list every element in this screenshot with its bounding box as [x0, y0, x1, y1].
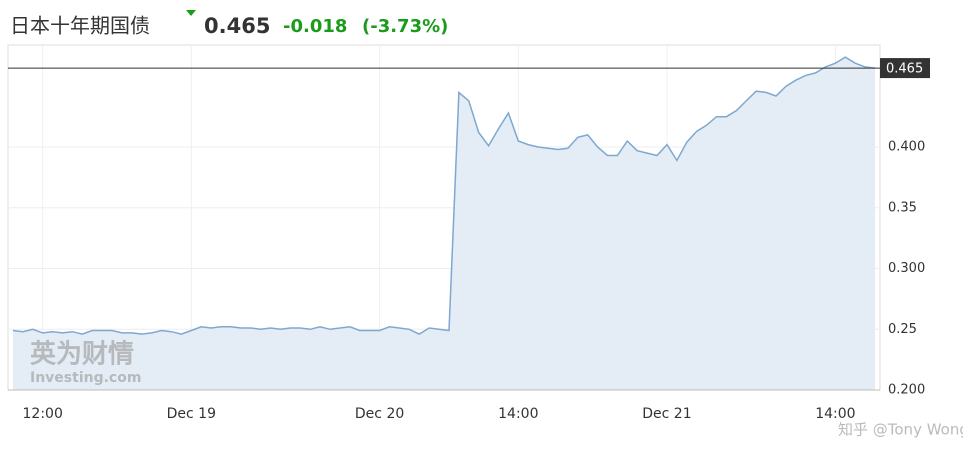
- y-tick-label: 0.25: [888, 322, 917, 337]
- x-tick-label: 14:00: [498, 406, 538, 422]
- y-tick-label: 0.400: [888, 140, 925, 155]
- change: -0.018: [283, 16, 347, 37]
- down-arrow: [186, 10, 196, 16]
- y-tick-label: 0.35: [888, 200, 917, 215]
- title: 日本十年期国债: [10, 14, 150, 38]
- last-price-label: 0.465: [886, 62, 923, 77]
- watermark: Investing.com: [30, 370, 141, 386]
- y-tick-label: 0.200: [888, 383, 925, 398]
- price: 0.465: [204, 14, 270, 38]
- change-percent: (-3.73%): [362, 16, 448, 37]
- area-fill: [12, 57, 876, 390]
- x-tick-label: 14:00: [815, 406, 855, 422]
- x-tick-label: Dec 19: [167, 406, 216, 422]
- watermark: 英为财情: [30, 340, 134, 370]
- x-tick-label: Dec 20: [355, 406, 404, 422]
- x-tick-label: 12:00: [23, 406, 63, 422]
- price-line: [12, 56, 876, 335]
- last-price-box: [880, 58, 930, 79]
- x-tick-label: Dec 21: [642, 406, 691, 422]
- watermark: 知乎 @Tony Wong: [838, 421, 963, 439]
- y-tick-label: 0.300: [888, 261, 925, 276]
